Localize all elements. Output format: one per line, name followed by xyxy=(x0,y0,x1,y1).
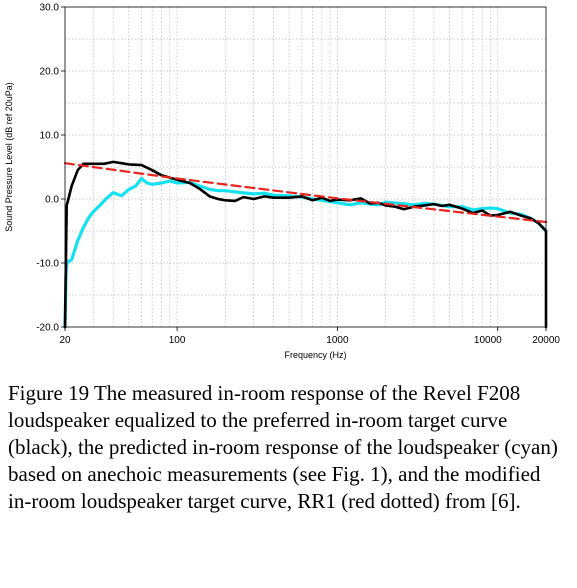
x-tick-labels: 20 100 1000 10000 20000 xyxy=(59,327,560,346)
series-line-black xyxy=(63,160,548,329)
y-tick-label: -10.0 xyxy=(36,259,59,270)
plot-frame xyxy=(64,6,547,328)
x-tick-label: 20 xyxy=(59,335,71,346)
frequency-response-chart: -20.0 -10.0 0.0 10.0 20.0 30.0 20 100 1000 10000… xyxy=(4,3,560,361)
y-tick-labels: -20.0 -10.0 0.0 10.0 20.0 30.0 xyxy=(36,3,65,334)
x-tick-label: 10000 xyxy=(474,335,502,346)
y-tick-label: 20.0 xyxy=(40,67,60,78)
figure-caption: Figure 19 The measured in-room response … xyxy=(8,381,558,513)
y-tick-label: 30.0 xyxy=(40,3,60,14)
grid xyxy=(65,7,546,327)
x-tick-label: 1000 xyxy=(326,335,349,346)
x-axis-title: Frequency (Hz) xyxy=(284,350,346,360)
y-tick-label: 0.0 xyxy=(45,195,59,206)
series-layer xyxy=(63,160,548,329)
x-tick-label: 100 xyxy=(169,335,186,346)
y-tick-label: 10.0 xyxy=(40,131,60,142)
x-tick-label: 20000 xyxy=(532,335,560,346)
series-line-cyan xyxy=(63,176,548,329)
y-axis-title: Sound Pressure Level (dB ref 20uPa) xyxy=(4,82,14,232)
series-line-red-dotted xyxy=(63,162,548,224)
y-tick-label: -20.0 xyxy=(36,323,59,334)
